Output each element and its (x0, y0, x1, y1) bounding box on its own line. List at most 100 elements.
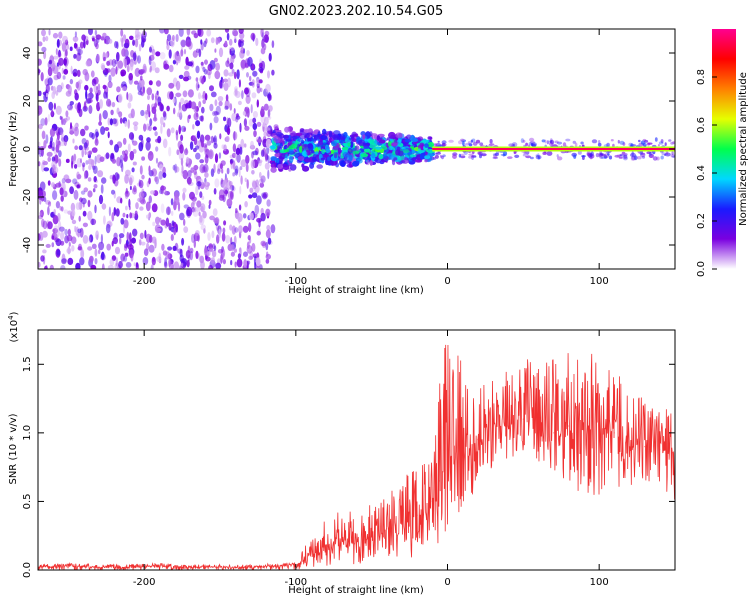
spectrogram-cell (195, 152, 201, 160)
spectrogram-cell (266, 224, 271, 231)
snr-point (439, 480, 441, 482)
spectrogram-cell (124, 149, 129, 156)
spectrogram-cell (140, 75, 143, 81)
spectrogram-cell (106, 98, 112, 107)
spectrogram-cell (354, 133, 359, 137)
spectrogram-cell (124, 252, 129, 257)
spectrogram-cell (111, 58, 117, 68)
spectrogram-cell (206, 29, 212, 37)
spectrogram-cell (90, 70, 95, 78)
spectrogram-cell (131, 167, 135, 173)
spectrogram-cell (345, 139, 351, 144)
spectrogram-cell (239, 122, 242, 133)
spectrogram-cell (580, 141, 584, 145)
spectrogram-cell (124, 193, 129, 199)
spectrogram-cell (204, 172, 209, 178)
spectrogram-cell (134, 38, 139, 48)
spectrogram-cell (166, 128, 171, 138)
spectrogram-cell (198, 48, 202, 58)
spectrogram-cell (106, 60, 111, 66)
spectrogram-cell (95, 131, 99, 138)
spectrogram-cell (150, 61, 156, 71)
spectrogram-cell (129, 177, 133, 186)
spectrogram-cell (320, 135, 328, 140)
spectrogram-cell (155, 80, 162, 87)
spectrogram-cell (238, 204, 242, 211)
spectrogram-cell (93, 84, 97, 93)
snr-x-label: Height of straight line (km) (288, 585, 424, 596)
spectrogram-x-tick-label: 100 (590, 276, 609, 287)
snr-point (189, 566, 191, 568)
spectrogram-cell (129, 185, 132, 191)
spectrogram-cell (197, 84, 200, 89)
spectrogram-cell (84, 70, 88, 77)
spectrogram-cell (113, 207, 117, 216)
spectrogram-cell (136, 32, 142, 37)
spectrogram-cell (250, 32, 256, 41)
spectrogram-x-tick-label: -200 (133, 276, 156, 287)
spectrogram-cell (619, 153, 623, 157)
spectrogram-cell (209, 103, 214, 112)
spectrogram-cell (598, 153, 604, 159)
snr-point (416, 514, 418, 516)
spectrogram-cell (38, 141, 41, 147)
spectrogram-cell (47, 77, 53, 86)
spectrogram-cell (162, 250, 168, 256)
spectrogram-cell (140, 241, 146, 246)
spectrogram-cell (213, 142, 218, 149)
spectrogram-cell (205, 181, 208, 186)
spectrogram-cell (638, 139, 641, 143)
spectrogram-cell (249, 187, 254, 194)
spectrogram-cell (240, 46, 244, 54)
spectrogram-cell (210, 37, 215, 44)
spectrogram-cell (616, 154, 622, 158)
spectrogram-cell (162, 138, 168, 149)
spectrogram-cell (641, 152, 645, 155)
spectrogram-cell (185, 102, 192, 109)
spectrogram-cell (236, 153, 241, 163)
spectrogram-cell (348, 154, 353, 162)
spectrogram-cell (132, 52, 137, 61)
spectrogram-cell (240, 138, 245, 149)
spectrogram-cell (87, 246, 93, 251)
spectrogram-y-tick-label: 20 (22, 95, 33, 108)
spectrogram-cell (97, 83, 101, 92)
spectrogram-cell (180, 262, 184, 267)
spectrogram-cell (634, 155, 638, 161)
spectrogram-cell (637, 156, 642, 160)
spectrogram-cell (100, 126, 106, 135)
spectrogram-cell (481, 153, 487, 157)
spectrogram-cell (127, 92, 133, 103)
spectrogram-cell (275, 131, 283, 137)
spectrogram-cell (226, 32, 230, 41)
spectrogram-cell (271, 40, 275, 48)
spectrogram-cell (624, 153, 628, 156)
spectrogram-cell (671, 151, 674, 156)
spectrogram-cell (133, 80, 139, 85)
spectrogram-cell (191, 233, 195, 243)
spectrogram-cell (229, 103, 233, 111)
spectrogram-cell (211, 249, 217, 258)
spectrogram-cell (115, 257, 118, 267)
spectrogram-cell (258, 66, 264, 73)
spectrogram-cell (53, 102, 57, 110)
spectrogram-cell (252, 180, 257, 190)
spectrogram-cell (119, 117, 123, 124)
spectrogram-cell (87, 199, 91, 208)
spectrogram-cell (164, 29, 169, 35)
spectrogram-cell (66, 234, 73, 242)
spectrogram-cell (87, 190, 93, 198)
spectrogram-cell (122, 137, 127, 145)
spectrogram-cell (316, 164, 324, 169)
spectrogram-cell (201, 166, 207, 173)
spectrogram-cell (108, 206, 111, 217)
spectrogram-cell (170, 127, 175, 134)
spectrogram-cell (267, 115, 272, 120)
spectrogram-cell (160, 185, 167, 191)
spectrogram-cell (230, 158, 234, 164)
spectrogram-cell (200, 134, 205, 144)
spectrogram-cell (195, 145, 200, 150)
spectrogram-cell (83, 187, 89, 193)
spectrogram-cell (603, 155, 608, 159)
spectrogram-cell (94, 29, 98, 36)
